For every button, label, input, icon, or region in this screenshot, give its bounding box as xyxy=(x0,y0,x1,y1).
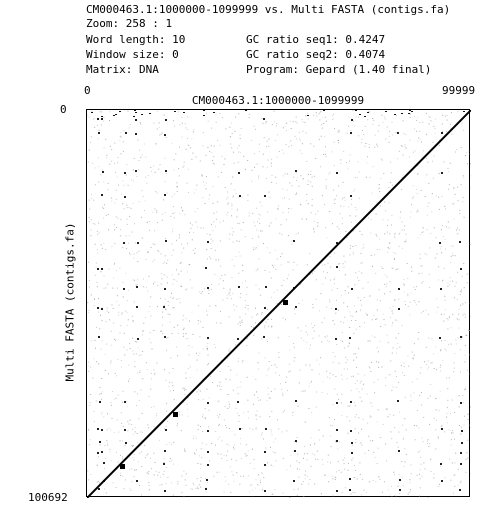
matrix-readout: Matrix: DNA xyxy=(86,63,159,76)
y-axis-title: Multi FASTA (contigs.fa) xyxy=(63,222,77,382)
x-axis-min-label: 0 xyxy=(84,84,91,97)
x-axis-title: CM000463.1:1000000-1099999 xyxy=(191,94,365,107)
noise-dots xyxy=(87,110,471,498)
x-axis-max-label: 99999 xyxy=(442,84,476,97)
program-readout: Program: Gepard (1.40 final) xyxy=(246,63,432,76)
gc-ratio-seq2: GC ratio seq2: 0.4074 xyxy=(246,48,386,61)
main-diagonal xyxy=(87,110,471,498)
repeat-dots xyxy=(91,110,465,492)
plot-title: CM000463.1:1000000-1099999 vs. Multi FAS… xyxy=(86,3,451,16)
y-axis-min-label: 0 xyxy=(60,103,67,116)
dotplot-area[interactable] xyxy=(86,109,471,498)
y-axis-max-label: 100692 xyxy=(28,491,68,504)
dotplot-canvas xyxy=(87,110,471,498)
word-length-readout: Word length: 10 xyxy=(86,33,186,46)
gc-ratio-seq1: GC ratio seq1: 0.4247 xyxy=(246,33,386,46)
window-size-readout: Window size: 0 xyxy=(86,48,179,61)
diagonal-markers xyxy=(120,300,288,469)
zoom-readout: Zoom: 258 : 1 xyxy=(86,17,173,30)
